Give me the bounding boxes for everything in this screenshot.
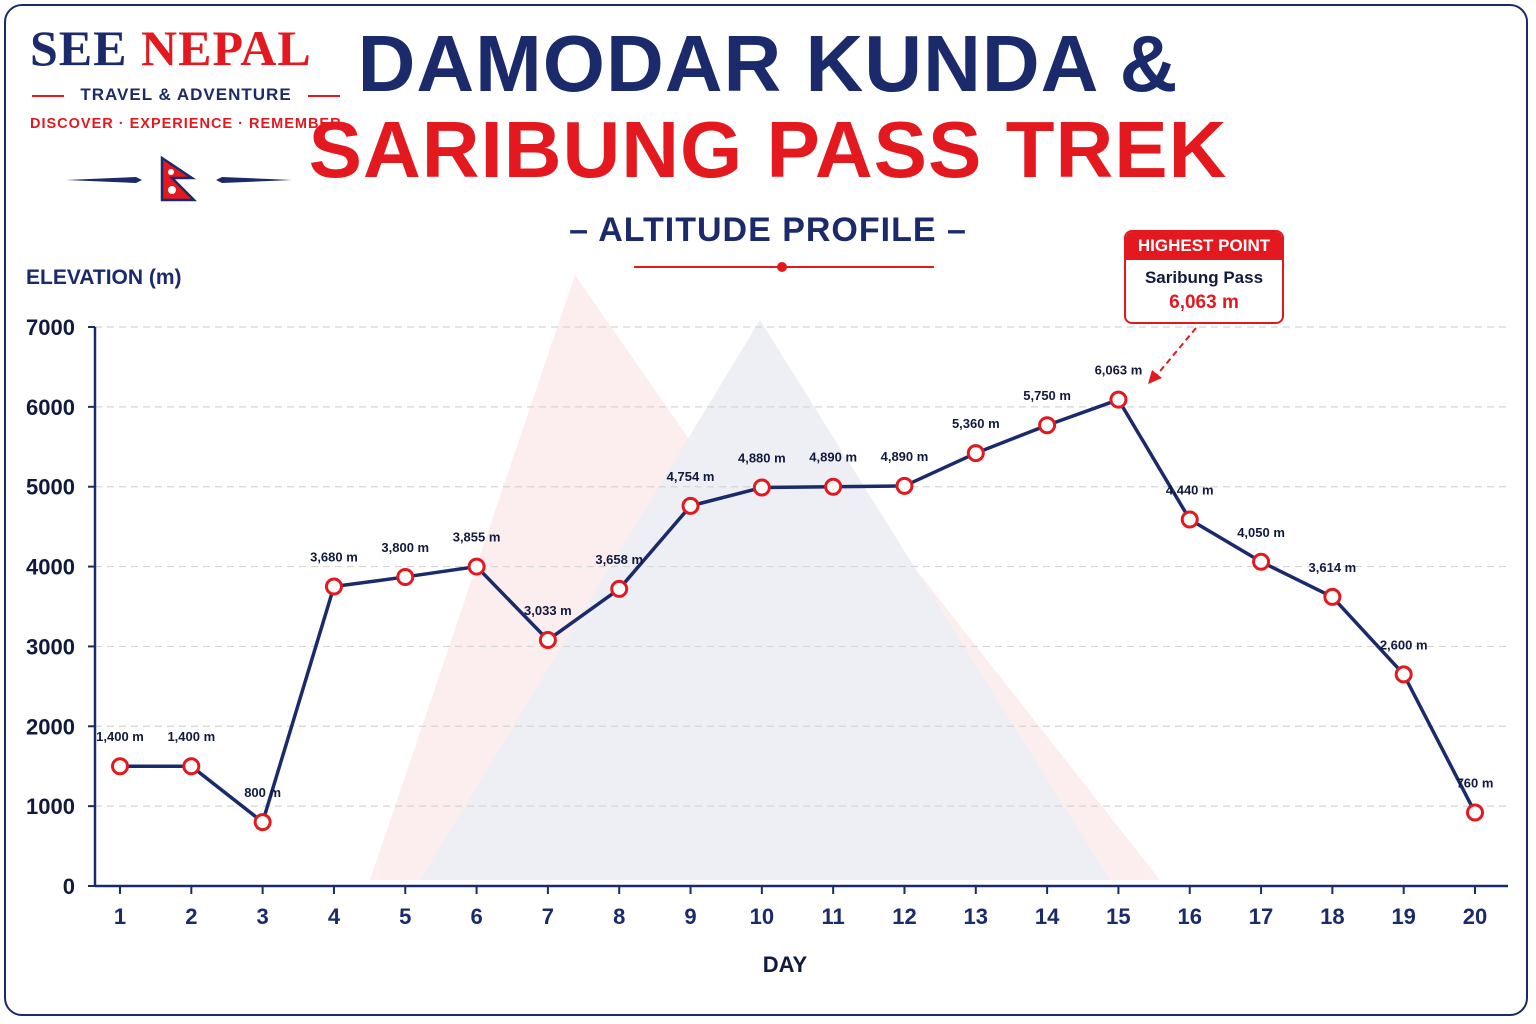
data-label: 3,680 m <box>310 550 358 565</box>
data-point <box>895 476 914 495</box>
callout-value: 6,063 m <box>1169 292 1239 313</box>
x-axis-title: DAY <box>762 952 808 977</box>
data-label: 800 m <box>244 785 281 800</box>
data-point <box>396 567 415 586</box>
x-tick-label: 3 <box>257 904 269 929</box>
elevation-line <box>120 397 1477 824</box>
x-tick-label: 8 <box>613 904 625 929</box>
x-tick-label: 17 <box>1249 904 1273 929</box>
y-axis-title: ELEVATION (m) <box>26 266 182 289</box>
data-label: 1,400 m <box>96 729 144 744</box>
data-point <box>253 813 272 832</box>
data-label: 5,750 m <box>1023 388 1071 403</box>
data-point <box>538 631 557 650</box>
watermark-mountain <box>370 275 1160 880</box>
data-point <box>1323 587 1342 606</box>
y-tick-label: 5000 <box>26 475 75 500</box>
data-label: 760 m <box>1457 776 1494 791</box>
x-tick-label: 16 <box>1177 904 1201 929</box>
subtitle-divider-dot <box>777 262 787 272</box>
data-label: 1,400 m <box>167 729 215 744</box>
callout-arrowhead <box>1148 370 1162 384</box>
data-label: 3,614 m <box>1309 560 1357 575</box>
y-tick-label: 3000 <box>26 634 75 659</box>
y-tick-label: 7000 <box>26 315 75 340</box>
x-tick-label: 7 <box>542 904 554 929</box>
x-tick-label: 5 <box>399 904 411 929</box>
data-point <box>182 757 201 776</box>
data-point <box>1109 390 1128 409</box>
data-label: 4,050 m <box>1237 525 1285 540</box>
data-point <box>1466 803 1484 822</box>
x-tick-label: 11 <box>822 904 845 929</box>
data-label: 5,360 m <box>952 416 1000 431</box>
y-tick-label: 6000 <box>26 395 75 420</box>
brand-name-part2: NEPAL <box>141 20 312 76</box>
x-tick-label: 18 <box>1320 904 1344 929</box>
data-point <box>824 477 843 496</box>
brand-name-part1: SEE <box>30 20 142 76</box>
data-label: 3,855 m <box>453 530 501 545</box>
data-point <box>1038 416 1057 435</box>
y-tick-label: 2000 <box>26 714 75 739</box>
data-point <box>610 579 629 598</box>
x-tick-label: 13 <box>964 904 988 929</box>
y-tick-label: 1000 <box>26 794 75 819</box>
x-tick-label: 12 <box>892 904 916 929</box>
callout-heading: HIGHEST POINT <box>1126 232 1282 260</box>
data-label: 3,033 m <box>524 603 572 618</box>
x-tick-label: 6 <box>470 904 482 929</box>
x-tick-label: 2 <box>185 904 197 929</box>
data-label: 4,890 m <box>881 449 929 464</box>
x-tick-label: 19 <box>1391 904 1415 929</box>
data-point <box>324 577 343 596</box>
y-tick-label: 0 <box>63 874 75 899</box>
callout-arrow <box>1155 327 1197 377</box>
data-label: 6,063 m <box>1095 363 1143 378</box>
data-point <box>1394 665 1413 684</box>
data-point <box>467 557 486 576</box>
data-label: 4,880 m <box>738 451 786 466</box>
page-title-line1: DAMODAR KUNDA & <box>357 19 1179 108</box>
data-label: 3,800 m <box>381 540 429 555</box>
data-point <box>966 444 985 463</box>
data-point <box>1180 510 1199 529</box>
data-label: 4,440 m <box>1166 482 1214 497</box>
data-label: 3,658 m <box>595 552 643 567</box>
brand-logo: SEE NEPAL TRAVEL & ADVENTURE DISCOVER · … <box>30 20 350 132</box>
x-tick-label: 1 <box>114 904 126 929</box>
data-label: 4,890 m <box>809 450 857 465</box>
callout-name: Saribung Pass <box>1144 268 1264 287</box>
x-tick-label: 9 <box>684 904 696 929</box>
data-label: 2,600 m <box>1380 637 1428 652</box>
x-tick-label: 4 <box>328 904 341 929</box>
highest-point-callout: HIGHEST POINT Saribung Pass 6,063 m <box>1124 230 1284 324</box>
brand-name: SEE NEPAL <box>30 20 350 76</box>
data-point <box>111 757 129 776</box>
x-tick-label: 20 <box>1463 904 1487 929</box>
page-frame <box>4 4 1528 1016</box>
page-title-line2: SARIBUNG PASS TREK <box>308 105 1228 194</box>
x-tick-label: 14 <box>1035 904 1060 929</box>
brand-subtitle: TRAVEL & ADVENTURE <box>30 80 342 110</box>
data-point <box>1252 552 1271 571</box>
data-point <box>681 496 700 515</box>
data-point <box>752 478 771 497</box>
y-tick-label: 4000 <box>26 555 75 580</box>
brand-tagline: DISCOVER · EXPERIENCE · REMEMBER <box>30 116 342 132</box>
nepal-flag-icon <box>66 156 292 202</box>
x-tick-label: 15 <box>1106 904 1130 929</box>
data-label: 4,754 m <box>667 469 715 484</box>
x-tick-label: 10 <box>750 904 774 929</box>
page-subtitle: – ALTITUDE PROFILE – <box>569 211 967 249</box>
